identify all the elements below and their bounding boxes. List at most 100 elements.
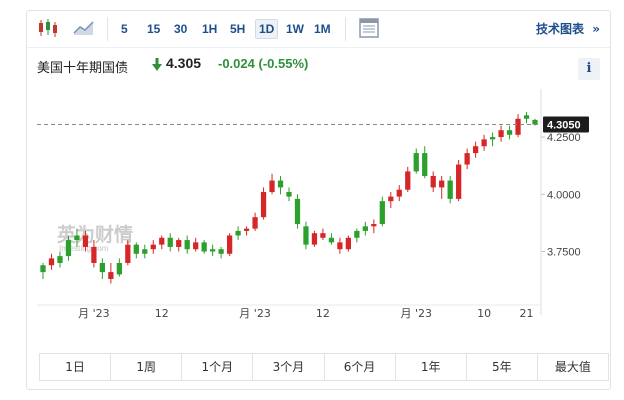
candle-body: [218, 249, 224, 254]
timeframe-1d[interactable]: 1D: [255, 19, 279, 39]
candle: [269, 173, 275, 195]
timeframe-30[interactable]: 30: [174, 22, 188, 36]
candle: [447, 175, 453, 204]
candle-body: [65, 240, 72, 257]
candle-body: [243, 228, 250, 231]
candle-body: [311, 233, 318, 245]
candle-body: [201, 242, 207, 252]
candle-body: [354, 230, 360, 238]
candle: [193, 237, 199, 252]
timeframe-5[interactable]: 5: [121, 22, 128, 36]
candle: [413, 148, 419, 174]
y-tick-label: 4.0000: [547, 189, 581, 201]
timeframe-1h[interactable]: 1H: [202, 22, 218, 36]
candle-body: [523, 115, 530, 119]
timeframe-5h[interactable]: 5H: [230, 22, 246, 36]
candle-body: [532, 119, 538, 125]
candle: [260, 187, 267, 220]
range-button[interactable]: 3个月: [253, 354, 325, 380]
candle-body: [133, 244, 139, 254]
price-change: -0.024 (-0.55%): [218, 56, 308, 71]
candle-body: [328, 237, 335, 243]
chart-toolbar: 5 15 30 1H 5H 1D 1W 1M 技术图表 »: [27, 11, 610, 47]
x-tick-label: 10: [477, 307, 491, 319]
candle-body: [57, 256, 63, 263]
candle: [218, 246, 224, 259]
last-price: 4.305: [166, 55, 202, 71]
candle-body: [371, 224, 377, 227]
candle-body: [362, 226, 368, 231]
table-view-icon[interactable]: [357, 17, 383, 39]
candle: [294, 194, 301, 229]
candle: [167, 233, 173, 252]
candle-body: [48, 258, 55, 266]
candle-body: [277, 180, 284, 188]
instrument-header: 美国十年期国债 4.305 -0.024 (-0.55%) i: [27, 47, 610, 81]
info-button[interactable]: i: [578, 58, 600, 80]
candle-body: [396, 189, 402, 197]
candle-body: [481, 139, 487, 147]
timeframe-1w[interactable]: 1W: [286, 22, 304, 36]
range-button[interactable]: 1个月: [182, 354, 254, 380]
y-tick-label: 3.7500: [547, 247, 581, 259]
candle: [506, 125, 513, 140]
timeframe-1m[interactable]: 1M: [314, 22, 331, 36]
candle: [311, 230, 318, 247]
candle: [515, 114, 521, 138]
range-button[interactable]: 1周: [111, 354, 183, 380]
candle: [99, 258, 106, 279]
candle-body: [430, 175, 436, 188]
candle: [523, 111, 530, 124]
x-axis: 月 '23 12 月 '23 12 月 '23 10 21: [37, 304, 541, 319]
candle-body: [294, 198, 301, 225]
candle: [176, 237, 182, 252]
candle: [82, 230, 89, 252]
price-chart[interactable]: 英为财情 Investing.com 4.2500 4.0000 3.7500 4.3…: [27, 83, 610, 319]
candle-body: [303, 226, 309, 245]
tech-chart-link[interactable]: 技术图表 »: [536, 19, 600, 39]
candle-body: [125, 244, 131, 263]
candle: [345, 235, 352, 252]
range-button[interactable]: 5年: [467, 354, 538, 380]
candle: [303, 221, 309, 250]
area-chart-type-icon[interactable]: [71, 17, 97, 39]
timeframe-15[interactable]: 15: [147, 22, 161, 36]
candle-body: [506, 130, 513, 135]
candle-body: [413, 153, 419, 172]
x-tick-label: 月 '23: [78, 307, 110, 319]
candle: [498, 125, 504, 142]
candle-body: [345, 237, 352, 250]
candle-body: [269, 180, 275, 192]
candle-body: [472, 146, 479, 154]
candle-body: [193, 242, 199, 250]
candle-body: [176, 240, 182, 247]
candlestick-type-icon[interactable]: [35, 17, 61, 39]
candle-body: [405, 171, 411, 190]
candle-body: [159, 237, 165, 245]
candle-body: [489, 137, 496, 140]
candle: [328, 233, 335, 245]
candle-body: [320, 233, 326, 238]
candle: [489, 132, 496, 147]
candle-body: [210, 249, 216, 252]
candle: [184, 235, 190, 254]
candle-body: [150, 244, 156, 250]
candle-body: [74, 235, 80, 241]
range-button[interactable]: 1日: [40, 354, 112, 380]
range-button[interactable]: 最大值: [554, 360, 591, 374]
candle: [405, 166, 411, 192]
candle: [371, 219, 377, 234]
tech-chart-label: 技术图表: [536, 22, 585, 36]
candle: [362, 221, 368, 236]
candle-body: [99, 262, 106, 273]
candle: [396, 185, 402, 202]
range-button[interactable]: 6个月: [325, 354, 396, 380]
candle: [150, 240, 156, 254]
watermark-text: 英为财情: [57, 223, 133, 246]
candle: [91, 240, 97, 268]
candle: [388, 192, 394, 209]
candle: [116, 258, 122, 277]
range-button[interactable]: 1年: [396, 354, 467, 380]
candle-body: [464, 153, 470, 165]
candle: [235, 226, 241, 241]
